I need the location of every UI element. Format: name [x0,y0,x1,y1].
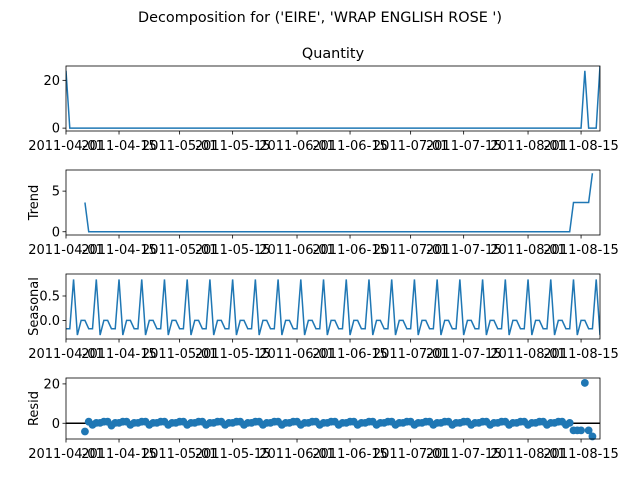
observed-xtick-label: 2011-07-01 [373,139,449,154]
panel-trend: 0 5 2011-04-012011-04-152011-05-012011-05-… [27,169,619,258]
resid-xtick-label: 2011-07-01 [373,447,449,462]
observed-xtick-label: 2011-05-15 [195,139,271,154]
resid-point [81,427,89,436]
resid-xtick-label: 2011-08-01 [490,447,566,462]
trend-xtick-label: 2011-07-01 [373,243,449,258]
trend-xtick-label: 2011-08-01 [490,243,566,258]
resid-point [588,432,597,441]
observed-xtick-label: 2011-05-01 [142,139,218,154]
observed-panel-title: Quantity [302,46,365,62]
observed-xtick-label: 2011-08-01 [490,139,566,154]
trend-ytick-label: 0 [52,225,60,240]
resid-xtick-label: 2011-04-01 [28,447,104,462]
resid-axes-frame [65,377,601,440]
seasonal-xtick-label: 2011-05-01 [142,347,218,362]
resid-xtick-label: 2011-08-15 [543,447,619,462]
panel-observed: 0 20 2011-04-012011-04-152011-05-012011-05… [28,46,619,154]
seasonal-xtick-label: 2011-07-15 [426,347,502,362]
seasonal-ylabel: Seasonal [27,277,42,336]
panel-resid: 0 20 2011-04-012011-04-152011-05-012011-05… [27,377,619,462]
seasonal-xtick-label: 2011-05-15 [195,347,271,362]
observed-xtick-label: 2011-08-15 [543,139,619,154]
seasonal-xtick-label: 2011-08-15 [543,347,619,362]
trend-xtick-label: 2011-05-15 [195,243,271,258]
resid-xtick-label: 2011-05-01 [142,447,218,462]
resid-point [565,418,574,427]
seasonal-xtick-label: 2011-06-15 [312,347,388,362]
trend-series-line [84,173,594,233]
observed-xtick-label: 2011-06-01 [259,139,335,154]
resid-ytick-label: 0 [52,417,60,432]
resid-point [577,426,585,435]
seasonal-ytick-label: 0.0 [39,314,60,329]
seasonal-xtick-label: 2011-04-15 [81,347,157,362]
resid-xtick-label: 2011-04-15 [81,447,157,462]
trend-ylabel: Trend [27,185,42,222]
resid-xtick-label: 2011-06-01 [259,447,335,462]
observed-xtick-label: 2011-06-15 [312,139,388,154]
resid-xtick-label: 2011-06-15 [312,447,388,462]
seasonal-axes-frame [65,273,601,340]
observed-axes-frame [65,65,601,132]
resid-ylabel: Resid [27,391,42,426]
trend-xtick-label: 2011-08-15 [543,243,619,258]
seasonal-xtick-label: 2011-07-01 [373,347,449,362]
panels-container: 0202011-04-012011-04-152011-05-012011-05… [27,46,619,462]
trend-axes-frame [65,169,601,236]
observed-xtick-label: 2011-07-15 [426,139,502,154]
trend-xtick-label: 2011-06-01 [259,243,335,258]
observed-xtick-label: 2011-04-01 [28,139,104,154]
resid-xtick-label: 2011-07-15 [426,447,502,462]
resid-xtick-label: 2011-05-15 [195,447,271,462]
figure-suptitle: Decomposition for ('EIRE', 'WRAP ENGLISH… [138,10,502,26]
observed-series-line [66,66,600,129]
seasonal-xtick-label: 2011-06-01 [259,347,335,362]
trend-ytick-label: 5 [52,185,60,200]
panel-seasonal: 0.00.52011-04-012011-04-152011-05-012011… [27,273,619,362]
observed-xtick-label: 2011-04-15 [81,139,157,154]
observed-ytick-label: 0 [52,122,60,137]
trend-xtick-label: 2011-05-01 [142,243,218,258]
seasonal-series-line [66,279,600,336]
seasonal-xtick-label: 2011-08-01 [490,347,566,362]
trend-xtick-label: 2011-04-01 [28,243,104,258]
resid-point [580,379,589,387]
resid-point [584,426,593,435]
resid-ytick-label: 20 [43,377,60,392]
trend-xtick-label: 2011-04-15 [81,243,157,258]
observed-ytick-label: 20 [43,74,60,89]
trend-xtick-label: 2011-06-15 [312,243,388,258]
seasonal-ytick-label: 0.5 [39,289,60,304]
seasonal-xtick-label: 2011-04-01 [28,347,104,362]
trend-xtick-label: 2011-07-15 [426,243,502,258]
